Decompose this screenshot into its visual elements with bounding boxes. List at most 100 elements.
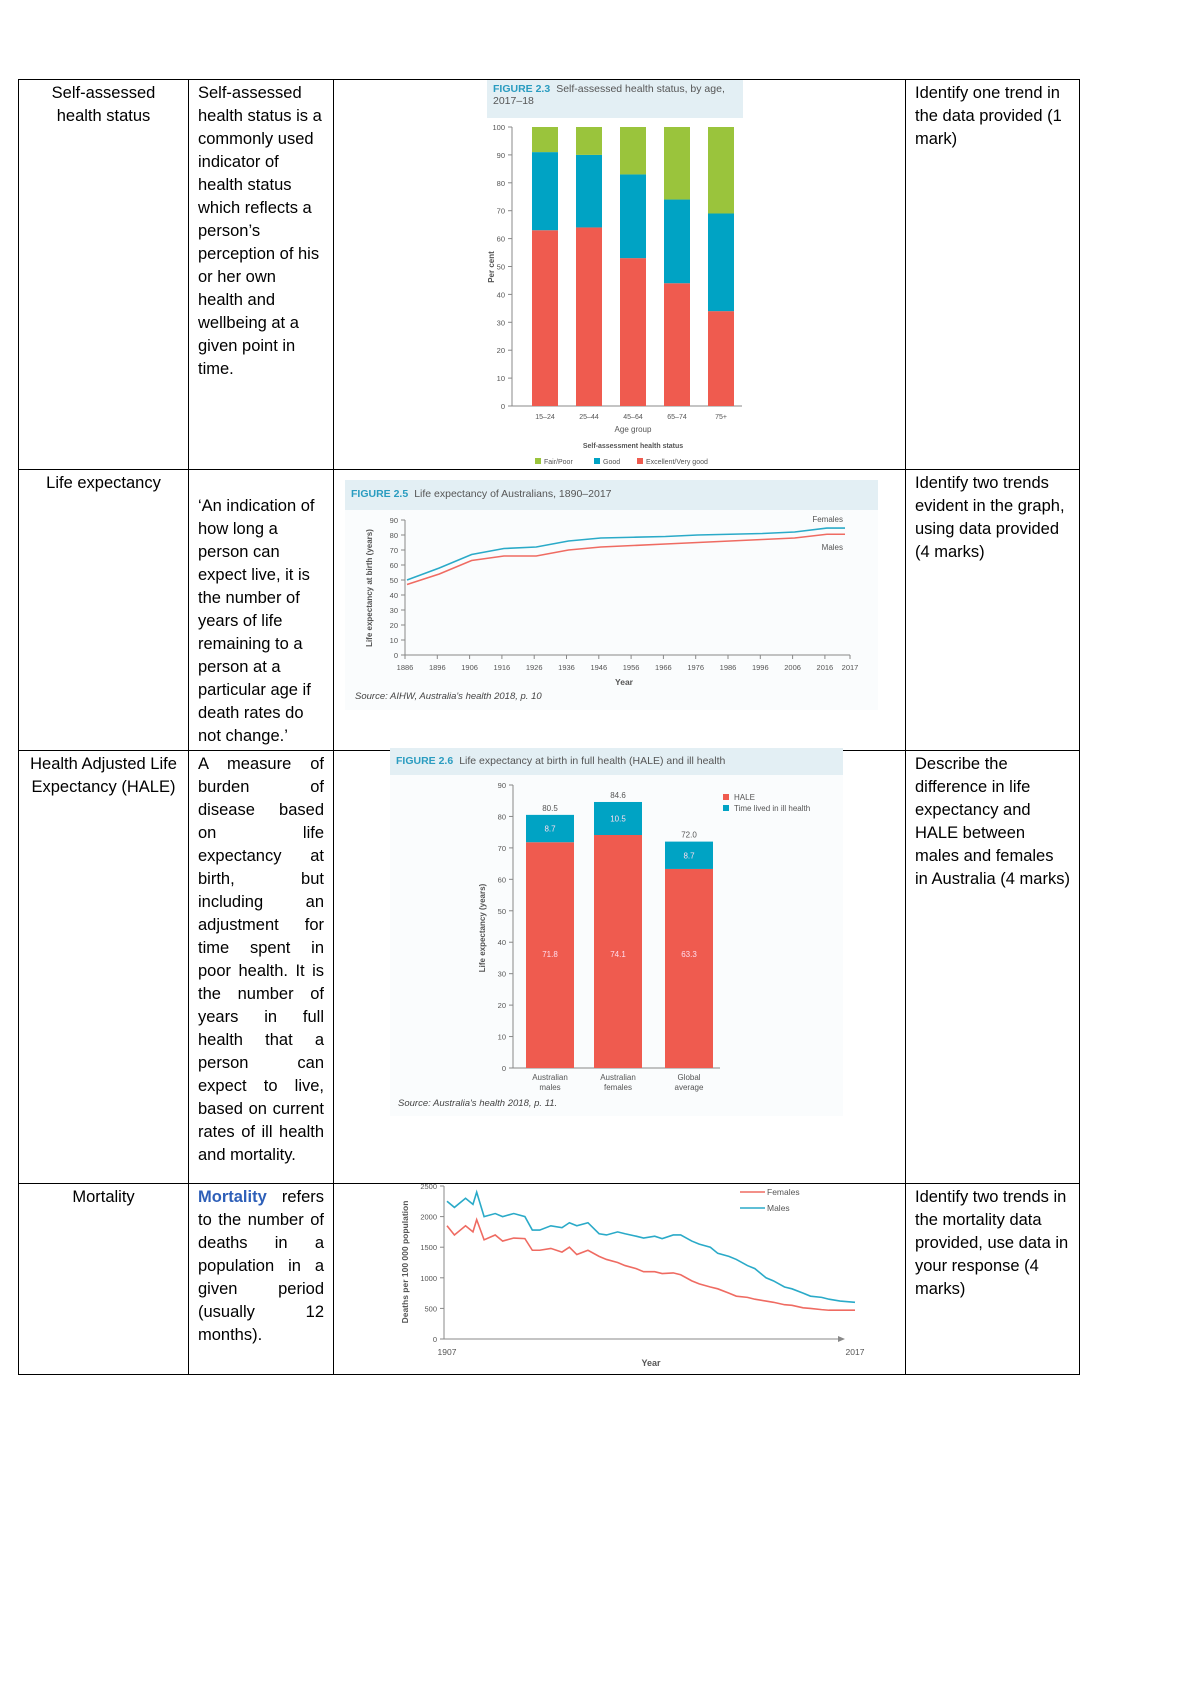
x-tick-label: 1956 bbox=[623, 663, 640, 672]
bar-segment bbox=[664, 127, 690, 200]
y-tick-label: 0 bbox=[433, 1335, 437, 1344]
bar-total-label: 84.6 bbox=[610, 791, 626, 800]
x-tick-label: 45–64 bbox=[623, 414, 643, 421]
y-tick-label: 20 bbox=[498, 1001, 506, 1010]
y-tick-label: 80 bbox=[390, 531, 398, 540]
legend-label: Time lived in ill health bbox=[734, 804, 810, 813]
term-cell: Health Adjusted Life Expectancy (HALE) bbox=[18, 750, 189, 1184]
task-cell: Describe the difference in life expectan… bbox=[905, 750, 1080, 1184]
worksheet-table: Self-assessed health status Self-assesse… bbox=[18, 79, 1080, 1375]
y-tick-label: 20 bbox=[390, 621, 398, 630]
x-tick-label: average bbox=[675, 1083, 704, 1092]
x-tick-label: 1886 bbox=[397, 663, 414, 672]
x-tick-label: 1996 bbox=[752, 663, 769, 672]
bar-value-label: 8.7 bbox=[683, 851, 695, 860]
figure-2-5-source: Source: AIHW, Australia's health 2018, p… bbox=[355, 691, 542, 702]
x-axis-label: Age group bbox=[615, 425, 652, 434]
bar-segment bbox=[708, 213, 734, 312]
series-label: Males bbox=[822, 543, 843, 552]
bar-segment bbox=[708, 311, 734, 406]
series-line bbox=[446, 1189, 856, 1304]
y-tick-label: 60 bbox=[390, 561, 398, 570]
x-tick-label: Australian bbox=[600, 1073, 636, 1082]
y-tick-label: 10 bbox=[498, 1033, 506, 1042]
bar-segment bbox=[620, 258, 646, 406]
bar-value-label: 63.3 bbox=[681, 950, 697, 959]
y-tick-label: 70 bbox=[498, 844, 506, 853]
x-axis-label: Year bbox=[641, 1358, 661, 1368]
legend-swatch bbox=[637, 458, 643, 464]
y-tick-label: 50 bbox=[498, 907, 506, 916]
x-tick-label: 1936 bbox=[558, 663, 575, 672]
figure-cell bbox=[333, 79, 906, 470]
task-cell: Identify two trends in the mortality dat… bbox=[905, 1183, 1080, 1375]
y-tick-label: 0 bbox=[502, 1064, 506, 1073]
series-line bbox=[406, 527, 845, 581]
y-tick-label: 50 bbox=[390, 576, 398, 585]
x-tick-label: 1926 bbox=[526, 663, 543, 672]
y-tick-label: 40 bbox=[497, 290, 505, 299]
x-tick-label: Australian bbox=[532, 1073, 568, 1082]
legend-swatch bbox=[535, 458, 541, 464]
x-tick-label: 2006 bbox=[784, 663, 801, 672]
x-tick-label: 65–74 bbox=[667, 414, 687, 421]
x-tick-label: 2017 bbox=[846, 1347, 865, 1357]
bar-segment bbox=[594, 801, 642, 835]
figure-title: Life expectancy of Australians, 1890–201… bbox=[414, 488, 612, 500]
y-tick-label: 30 bbox=[498, 970, 506, 979]
bar-segment bbox=[526, 814, 574, 843]
bar-segment bbox=[664, 199, 690, 284]
definition-cell: Self-assessed health status is a commonl… bbox=[188, 79, 334, 470]
bar-value-label: 74.1 bbox=[610, 950, 626, 959]
series-line bbox=[406, 533, 845, 586]
y-tick-label: 1500 bbox=[420, 1243, 437, 1252]
y-tick-label: 10 bbox=[390, 636, 398, 645]
y-tick-label: 50 bbox=[497, 263, 505, 272]
x-axis-arrow bbox=[838, 1336, 845, 1342]
table-row: Self-assessed health status Self-assesse… bbox=[18, 79, 1080, 470]
figure-label: FIGURE 2.3 bbox=[493, 83, 551, 95]
definition-cell: ‘An indication of how long a person can … bbox=[188, 469, 334, 751]
figure-cell bbox=[333, 1183, 906, 1375]
y-tick-label: 20 bbox=[497, 346, 505, 355]
y-tick-label: 10 bbox=[497, 374, 505, 383]
bar-segment bbox=[620, 127, 646, 175]
series-label: Females bbox=[812, 515, 843, 524]
bar-value-label: 8.7 bbox=[544, 825, 556, 834]
legend-label: HALE bbox=[734, 793, 755, 802]
legend-title: Self-assessment health status bbox=[583, 443, 683, 450]
x-tick-label: 2017 bbox=[842, 663, 859, 672]
legend-swatch bbox=[723, 794, 729, 800]
figure-title: Self-assessed health status, by age, 201… bbox=[493, 83, 725, 107]
y-axis-label: Life expectancy (years) bbox=[478, 883, 487, 972]
figure-label: FIGURE 2.5 bbox=[351, 488, 409, 500]
bar-segment bbox=[576, 154, 602, 228]
definition-cell: A measure of burden of disease based on … bbox=[188, 750, 334, 1184]
bar-total-label: 72.0 bbox=[681, 831, 697, 840]
bar-total-label: 80.5 bbox=[542, 804, 558, 813]
y-tick-label: 0 bbox=[394, 651, 398, 660]
y-tick-label: 0 bbox=[501, 402, 505, 411]
x-tick-label: 15–24 bbox=[535, 414, 555, 421]
x-tick-label: Global bbox=[677, 1073, 700, 1082]
y-tick-label: 1000 bbox=[420, 1274, 437, 1283]
x-tick-label: 1946 bbox=[590, 663, 607, 672]
bar-segment bbox=[620, 174, 646, 259]
bar-segment bbox=[594, 834, 642, 1068]
x-tick-label: 25–44 bbox=[579, 414, 599, 421]
definition-cell: Mortality refers to the number of deaths… bbox=[188, 1183, 334, 1375]
figure-2-6-caption: FIGURE 2.6 Life expectancy at birth in fu… bbox=[390, 748, 843, 775]
y-tick-label: 30 bbox=[497, 318, 505, 327]
figure-2-6-source: Source: Australia's health 2018, p. 11. bbox=[398, 1098, 558, 1109]
term-cell: Self-assessed health status bbox=[18, 79, 189, 470]
y-tick-label: 40 bbox=[498, 938, 506, 947]
figure-2-5-caption: FIGURE 2.5 Life expectancy of Australians… bbox=[345, 480, 878, 510]
series-line bbox=[446, 1217, 855, 1312]
x-tick-label: females bbox=[604, 1083, 632, 1092]
legend-swatch bbox=[723, 805, 729, 811]
bar-segment bbox=[526, 842, 574, 1068]
x-tick-label: 1906 bbox=[461, 663, 478, 672]
term-cell: Life expectancy bbox=[18, 469, 189, 751]
bar-segment bbox=[665, 868, 713, 1068]
